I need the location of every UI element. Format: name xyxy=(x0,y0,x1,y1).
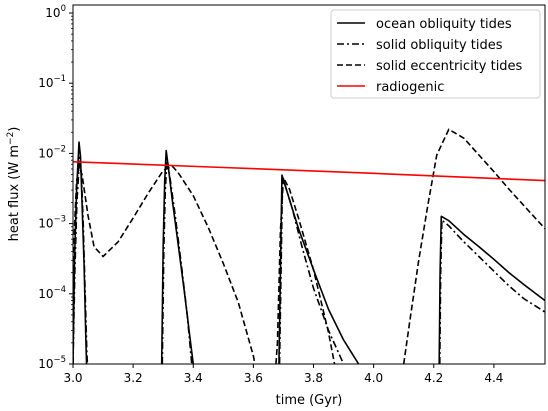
y-tick-label: 10−5 xyxy=(38,355,66,371)
series-line-solid-obliquity-tides-1 xyxy=(161,157,193,364)
y-tick-base: 10 xyxy=(38,146,53,160)
x-axis-ticks: 3.0 3.2 3.4 3.6 3.8 4.0 4.2 4.4 xyxy=(63,364,503,385)
x-tick-label: 4.0 xyxy=(364,371,383,385)
x-tick-label: 3.8 xyxy=(304,371,323,385)
y-tick-base: 10 xyxy=(38,217,53,231)
y-tick-exponent: −4 xyxy=(53,285,66,295)
y-axis-label-close: ) xyxy=(7,127,22,132)
y-tick-exponent: −2 xyxy=(53,144,66,154)
y-tick-exponent: −1 xyxy=(53,74,66,84)
legend-label: ocean obliquity tides xyxy=(376,17,512,32)
legend-label: solid obliquity tides xyxy=(376,38,503,53)
series-layer xyxy=(73,128,545,364)
series-line-ocean-obliquity-tides-0 xyxy=(73,141,88,364)
x-tick-label: 3.4 xyxy=(184,371,203,385)
series-line-solid-obliquity-tides-3 xyxy=(438,219,545,364)
x-tick-label: 3.0 xyxy=(63,371,82,385)
y-axis-label-exponent: −2 xyxy=(6,132,16,145)
legend-label: radiogenic xyxy=(376,80,444,95)
series-line-solid-eccentricity-tides-2 xyxy=(402,128,545,364)
y-tick-exponent: −5 xyxy=(53,355,66,365)
y-tick-label: 10−2 xyxy=(38,144,66,160)
y-tick-base: 10 xyxy=(38,357,53,371)
y-axis-label: heat flux (W m−2) xyxy=(6,127,22,242)
y-tick-label: 10−4 xyxy=(38,285,66,301)
plot-frame xyxy=(72,4,546,365)
series-line-ocean-obliquity-tides-3 xyxy=(438,215,545,364)
y-axis-label-main: heat flux (W m xyxy=(7,145,22,241)
legend: ocean obliquity tides solid obliquity tid… xyxy=(330,9,541,99)
series-line-solid-eccentricity-tides-1 xyxy=(275,176,336,364)
series-line-radiogenic-0 xyxy=(73,160,545,182)
x-tick-label: 3.2 xyxy=(124,371,143,385)
y-tick-exponent: −3 xyxy=(53,215,66,225)
series-line-solid-obliquity-tides-0 xyxy=(73,156,89,364)
y-tick-base: 10 xyxy=(45,6,60,20)
x-tick-label: 4.2 xyxy=(424,371,443,385)
y-tick-base: 10 xyxy=(38,287,53,301)
y-tick-base: 10 xyxy=(38,76,53,90)
y-tick-label: 10−3 xyxy=(38,215,66,231)
series-line-solid-eccentricity-tides-0 xyxy=(73,165,256,364)
y-tick-label: 10−1 xyxy=(38,74,66,90)
x-tick-label: 3.6 xyxy=(244,371,263,385)
y-tick-exponent: 0 xyxy=(61,4,66,14)
legend-label: solid eccentricity tides xyxy=(376,59,523,74)
x-tick-label: 4.4 xyxy=(484,371,503,385)
x-axis-label: time (Gyr) xyxy=(276,393,343,408)
series-line-solid-obliquity-tides-2 xyxy=(278,175,345,364)
legend-box xyxy=(330,9,541,99)
y-tick-label: 100 xyxy=(45,4,66,20)
